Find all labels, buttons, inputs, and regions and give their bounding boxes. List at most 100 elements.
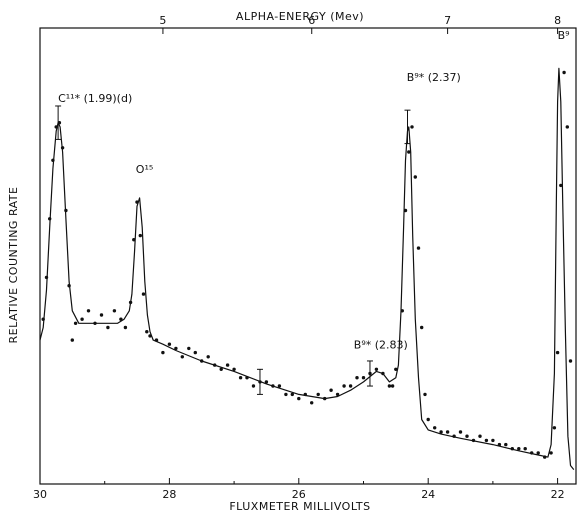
data-point (568, 359, 573, 363)
data-point (426, 417, 430, 422)
y-axis-label: RELATIVE COUNTING RATE (7, 187, 20, 344)
top-axis-label: ALPHA-ENERGY (Mev) (236, 10, 364, 23)
data-point (41, 317, 45, 321)
data-point (264, 380, 269, 384)
data-point (504, 442, 508, 447)
points-layer (41, 70, 573, 459)
peak-annotation: C¹¹* (1.99)(d) (58, 92, 132, 105)
data-point (565, 125, 569, 129)
data-point (238, 376, 243, 380)
data-point (119, 317, 123, 321)
data-point (413, 175, 417, 179)
data-point (112, 309, 117, 313)
bottom-axis: 30 28 26 24 22 (33, 478, 565, 501)
data-point (148, 334, 152, 338)
data-point (154, 338, 159, 342)
top-tick-label: 7 (444, 14, 451, 27)
data-point (530, 451, 534, 455)
data-point (416, 246, 421, 250)
top-tick-label: 5 (159, 14, 166, 27)
data-point (439, 430, 443, 434)
data-point (193, 350, 197, 355)
data-point (517, 447, 521, 451)
data-point (491, 438, 495, 443)
data-point (423, 392, 427, 397)
top-axis: 5 6 7 8 (159, 14, 561, 34)
data-point (400, 309, 404, 313)
data-point (245, 376, 249, 380)
data-point (271, 384, 275, 388)
data-point (559, 183, 563, 188)
data-point (167, 342, 172, 346)
data-point (73, 321, 78, 325)
data-point (552, 426, 557, 430)
data-point (93, 321, 97, 325)
data-point (562, 70, 566, 75)
data-point (329, 388, 333, 392)
data-point (549, 451, 553, 455)
plot-frame (39, 27, 577, 485)
data-point (180, 355, 184, 359)
data-point (106, 325, 110, 330)
data-point (213, 363, 217, 367)
data-point (141, 292, 146, 296)
x-tick-label: 28 (162, 488, 176, 501)
data-point (187, 346, 191, 351)
data-point (355, 376, 359, 380)
data-point (523, 447, 527, 451)
data-point (484, 438, 489, 443)
data-point (135, 200, 139, 204)
data-point (458, 430, 463, 434)
data-point (251, 384, 256, 388)
data-point (67, 284, 71, 288)
data-point (284, 392, 288, 397)
data-point (394, 367, 398, 371)
data-point (342, 384, 346, 388)
data-point (390, 384, 395, 388)
peak-annotation: O¹⁵ (136, 163, 153, 176)
x-tick-label: 30 (33, 488, 47, 501)
data-point (145, 330, 149, 334)
top-tick-label: 6 (308, 14, 315, 27)
data-point (420, 325, 424, 330)
data-point (510, 447, 514, 451)
data-point (132, 238, 136, 242)
data-point (277, 384, 282, 388)
x-axis-label: FLUXMETER MILLIVOLTS (229, 500, 370, 513)
x-tick-label: 24 (421, 488, 435, 501)
data-point (465, 434, 469, 438)
data-point (54, 125, 58, 129)
data-point (48, 217, 52, 221)
data-point (200, 359, 204, 363)
data-point (128, 300, 133, 305)
data-point (206, 355, 210, 359)
data-point (433, 426, 437, 430)
data-point (310, 401, 314, 405)
data-point (80, 317, 84, 321)
data-point (86, 309, 91, 313)
data-point (403, 208, 408, 213)
data-point (174, 346, 178, 351)
data-point (60, 146, 65, 150)
data-point (407, 150, 411, 154)
annotations-layer: C¹¹* (1.99)(d) O¹⁵ B⁹* (2.37) B⁹* (2.83) B⁹ (58, 29, 569, 351)
data-point (51, 158, 55, 162)
plot-border (39, 27, 577, 485)
data-point (374, 367, 379, 371)
data-point (348, 384, 353, 388)
data-point (303, 392, 307, 397)
peak-annotation: B⁹* (2.83) (354, 338, 408, 351)
data-point (381, 371, 385, 376)
data-point (478, 434, 482, 438)
data-point (123, 325, 128, 330)
x-tick-label: 22 (551, 488, 565, 501)
data-point (536, 451, 540, 455)
data-point (225, 363, 230, 367)
data-point (452, 434, 456, 438)
data-point (219, 367, 223, 371)
data-point (161, 350, 165, 355)
fitted-curve (39, 67, 575, 470)
data-point (471, 438, 476, 443)
data-point (99, 313, 104, 317)
